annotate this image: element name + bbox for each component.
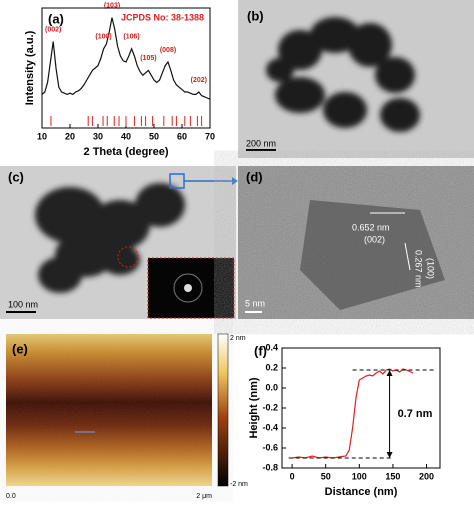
afm-image-e: (e) 2 nm -2 nm 0.0 2 μm [6,333,248,500]
x-tick-label: 70 [205,131,215,141]
x-tick-label: 150 [385,471,400,481]
panel-label: (c) [8,169,24,184]
panel-label: (f) [254,343,267,358]
annotation: JCPDS No: 38-1388 [121,12,204,22]
x-tick-label: 50 [149,131,159,141]
x-tick-label: 200 [419,471,434,481]
colorbar-label: -2 nm [230,481,248,488]
y-tick-label: -0.4 [262,422,278,432]
lattice-plane: (100) [426,258,436,279]
y-axis-label: Height (nm) [248,377,260,438]
panel-label: (b) [247,8,264,23]
x-tick-label: 0 [290,471,295,481]
data-line [291,368,414,459]
x-tick-label: 20 [65,131,75,141]
peak-label: (002) [45,26,61,33]
scale-label: 200 nm [246,138,276,148]
peak-label: (106) [123,34,139,41]
y-tick-label: -0.2 [262,402,278,412]
annotation: 0.7 nm [398,408,433,420]
axis-label: 2 μm [196,493,212,500]
x-tick-label: 40 [121,131,131,141]
tem-image-b: (b) 200 nm [238,0,474,158]
x-tick-label: 100 [352,471,367,481]
panel-label: (e) [12,341,28,356]
x-tick-label: 10 [37,131,47,141]
peak-label: (008) [160,47,176,54]
peak-label: (100) [95,34,111,41]
panel-label: (d) [246,169,263,184]
x-tick-label: 30 [93,131,103,141]
peak-label: (103) [104,2,120,9]
lattice-plane: (002) [364,234,385,244]
lattice-spacing: 0.267 nm [414,250,424,288]
tem-image-c: (c) 100 nm [0,166,238,319]
y-tick-label: -0.8 [262,462,278,472]
x-tick-label: 50 [321,471,331,481]
peak-label: (202) [191,77,207,84]
y-tick-label: 0.2 [265,362,278,372]
hrtem-image-d: (d) 0.652 nm (002) 0.267 nm (100) 5 nm [238,166,474,319]
scale-label: 100 nm [8,299,38,309]
y-axis-label: Intensity (a.u.) [24,30,36,105]
panel-label: (a) [48,11,64,26]
y-tick-label: -0.6 [262,442,278,452]
y-tick-label: 0.0 [265,382,278,392]
peak-label: (105) [140,55,156,62]
x-tick-label: 60 [177,131,187,141]
colorbar-label: 2 nm [230,335,246,342]
x-axis-label: 2 Theta (degree) [84,146,169,158]
x-axis-label: Distance (nm) [325,486,398,498]
data-line [41,17,211,100]
plot-frame [41,7,211,129]
scale-label: 5 nm [245,298,265,308]
y-tick-label: 0.4 [265,342,278,352]
axis-label: 0.0 [6,493,16,500]
lattice-spacing: 0.652 nm [352,222,390,232]
